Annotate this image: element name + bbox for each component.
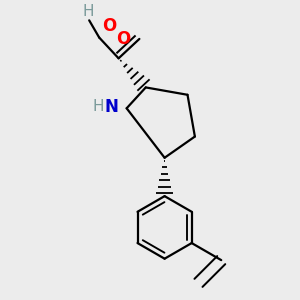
Text: H: H <box>82 4 94 19</box>
Text: H: H <box>93 99 104 114</box>
Text: O: O <box>116 30 130 48</box>
Text: N: N <box>105 98 119 116</box>
Text: O: O <box>103 17 117 35</box>
